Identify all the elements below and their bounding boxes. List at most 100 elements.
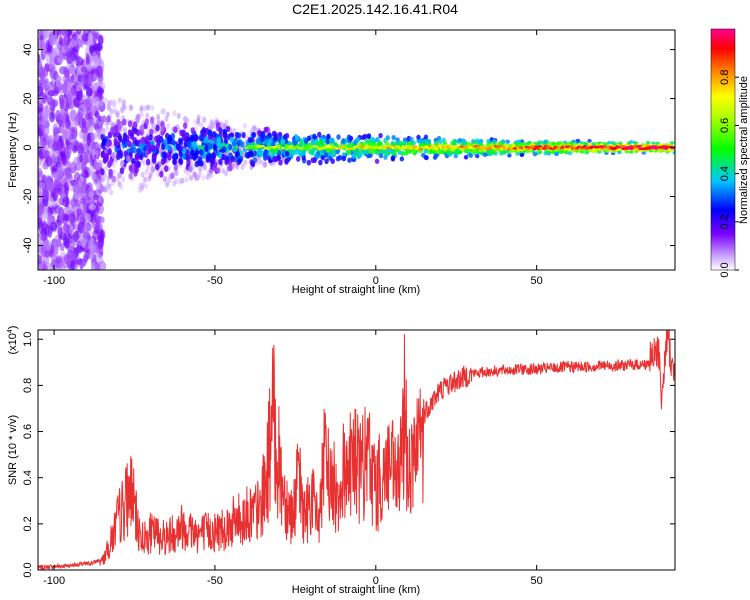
spectrogram-cell <box>61 195 70 208</box>
spectrogram-cell <box>88 190 94 198</box>
spectrogram-cell <box>207 143 213 150</box>
spectrogram-cell <box>83 223 90 231</box>
spectrogram-core-cell <box>246 145 252 148</box>
spectrogram-cell <box>61 30 66 36</box>
spectrogram-cell <box>88 203 96 211</box>
spectrogram-cell <box>200 129 205 136</box>
spectrogram-core-cell <box>536 147 541 151</box>
spectrogram-cell <box>364 149 370 155</box>
spectrogram-cell <box>341 155 347 162</box>
spectrogram-cell <box>423 134 429 140</box>
colorbar-tick-label: 0.0 <box>719 262 731 277</box>
spectrogram-cell <box>170 172 175 180</box>
spectrogram-cell <box>129 132 135 140</box>
spectrogram-core-cell <box>404 145 410 148</box>
spectrogram-cell <box>263 149 269 156</box>
spectrogram-core-cell <box>433 147 439 150</box>
spectrogram-cell <box>119 184 124 191</box>
spectrogram-cell <box>86 132 92 147</box>
spectrogram-core-cell <box>661 145 667 148</box>
spectrogram-cell <box>71 127 78 140</box>
spectrogram-cell <box>38 30 44 35</box>
spectrogram-cell <box>96 184 101 191</box>
spectrogram-cell <box>139 105 144 112</box>
spectrogram-cell <box>272 136 278 143</box>
spectrogram-cell <box>475 138 480 144</box>
spectrogram-cell <box>117 171 122 179</box>
spectrogram-cell <box>316 140 321 147</box>
spectrogram-core-cell <box>619 145 624 148</box>
spectrogram-cell <box>108 171 113 179</box>
spectrogram-cell <box>284 132 290 139</box>
spectrogram-cell <box>173 164 179 171</box>
spectrogram-cell <box>181 129 186 137</box>
spectrogram-core-cell <box>497 145 503 148</box>
spectrogram-cell <box>312 157 318 164</box>
spectrogram-cell <box>109 108 114 115</box>
spectrogram-cell <box>95 150 100 157</box>
spectrogram-cell <box>70 161 75 169</box>
spectrogram-cell <box>156 113 161 120</box>
spectrogram-cell <box>243 159 248 166</box>
spectrogram-cell <box>378 132 383 139</box>
spectrogram-cell <box>453 153 459 159</box>
spectrogram-cell <box>130 166 135 174</box>
spectrogram-core-cell <box>431 144 437 148</box>
spectrogram-cell <box>198 165 203 172</box>
snr-x-tick-label: -50 <box>207 575 223 587</box>
spectrogram-cell <box>42 120 50 129</box>
spectrogram-core-cell <box>341 146 347 150</box>
spectrogram-cell <box>128 172 133 180</box>
spectrogram-cell <box>224 170 229 177</box>
spectrogram-cell <box>75 85 82 92</box>
spectrogram-cell <box>150 144 156 152</box>
spectrogram-cell <box>206 153 212 160</box>
spectrogram-x-tick-label: -100 <box>43 275 65 287</box>
spectrogram-cell <box>139 124 145 132</box>
snr-y-tick-label: 1.0 <box>22 332 34 347</box>
spectrogram-cell <box>40 38 48 52</box>
spectrogram-cell <box>112 99 117 106</box>
spectrogram-cell <box>107 148 112 156</box>
spectrogram-cell <box>234 131 240 139</box>
spectrogram-cell <box>118 149 123 157</box>
spectrogram-cell <box>171 139 176 146</box>
spectrogram-cell <box>486 139 491 144</box>
spectrogram-cell <box>88 252 94 260</box>
spectrogram-x-tick-label: -50 <box>207 275 223 287</box>
spectrogram-core-cell <box>426 147 431 150</box>
spectrogram-cell <box>482 152 488 158</box>
spectrogram-core-cell <box>362 147 368 150</box>
spectrogram-cell <box>58 209 64 222</box>
spectrogram-cell <box>77 107 84 120</box>
spectrogram-cell <box>416 138 421 144</box>
spectrogram-cell <box>145 112 150 119</box>
snr-frame <box>37 329 676 571</box>
spectrogram-cell <box>229 136 234 143</box>
spectrogram-cell <box>251 124 256 131</box>
spectrogram-cell <box>67 76 75 83</box>
spectrogram-cell <box>160 125 165 133</box>
spectrogram-y-tick-label: 0 <box>22 144 34 150</box>
spectrogram-cell <box>216 136 221 144</box>
spectrogram-cell <box>83 252 90 260</box>
snr-x-label: Height of straight line (km) <box>292 584 420 596</box>
spectrogram-cell <box>441 137 446 143</box>
spectrogram-cell <box>97 35 104 46</box>
spectrogram-cell <box>67 144 74 151</box>
spectrogram-cell <box>126 155 131 163</box>
spectrogram-cell <box>411 140 416 146</box>
spectrogram-cell <box>73 179 81 194</box>
spectrogram-cell <box>94 110 100 119</box>
spectrogram-cell <box>42 30 50 39</box>
spectrogram-cell <box>80 66 88 73</box>
spectrogram-cell <box>172 154 177 161</box>
spectrogram-cell <box>64 184 69 196</box>
spectrogram-cell <box>447 151 453 157</box>
spectrogram-cell <box>105 140 111 148</box>
spectrogram-cell <box>92 30 98 44</box>
spectrogram-cell <box>192 171 197 178</box>
spectrogram-cell <box>143 176 148 183</box>
spectrogram-cell <box>44 224 50 237</box>
spectrogram-cell <box>411 148 416 154</box>
